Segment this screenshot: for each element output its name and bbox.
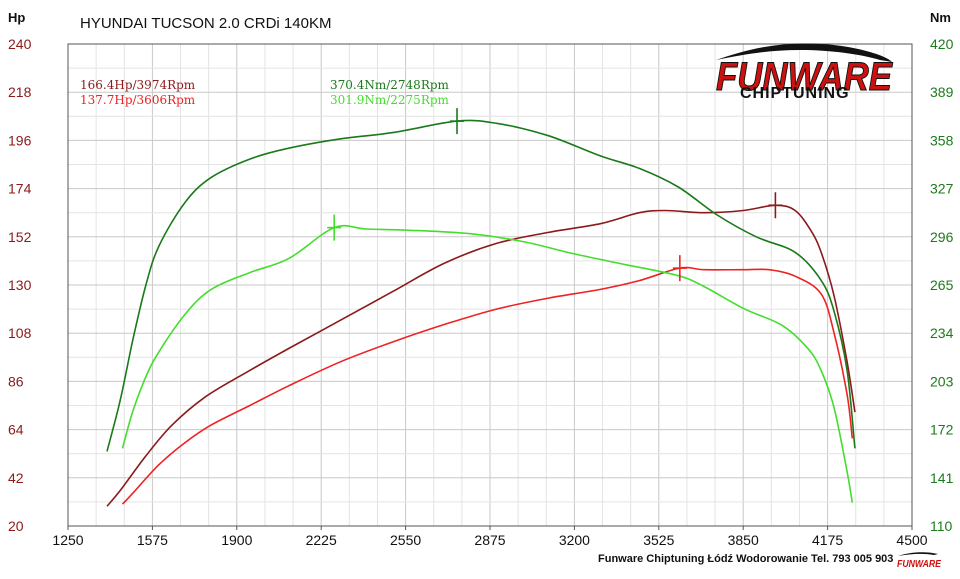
y-left-tick-label: 240: [8, 36, 32, 52]
y-right-tick-label: 234: [930, 325, 954, 341]
y-left-tick-label: 20: [8, 518, 24, 534]
footer-logo-text: FUNWARE: [897, 559, 941, 570]
power-tuned-line: [106, 204, 856, 507]
x-tick-label: 1900: [221, 532, 252, 548]
x-tick-label: 4500: [896, 532, 927, 548]
x-tick-label: 3525: [643, 532, 674, 548]
peak-label-torque-tuned: 370.4Nm/2748Rpm: [330, 78, 450, 92]
logo-wordmark: FUNWARE: [716, 55, 893, 99]
chart-title: HYUNDAI TUCSON 2.0 CRDi 140KM: [80, 15, 331, 32]
footer-logo: FUNWARE: [897, 552, 941, 570]
footer-contact: Funware Chiptuning Łódź Wodorowanie Tel.…: [598, 553, 893, 565]
x-tick-label: 1575: [137, 532, 168, 548]
right-axis-unit: Nm: [930, 10, 951, 25]
logo-subtitle: CHIPTUNING: [740, 85, 850, 102]
y-left-tick-label: 218: [8, 84, 32, 100]
y-left-tick-label: 42: [8, 470, 24, 486]
peak-label-power-tuned: 166.4Hp/3974Rpm: [80, 78, 196, 92]
axis-ticks: 20 42 64 86 108 130 152 174 196 218 240 110 141 172 20…: [8, 36, 954, 548]
series-lines: [106, 119, 856, 507]
y-left-tick-label: 152: [8, 229, 32, 245]
peak-label-power-stock: 137.7Hp/3606Rpm: [80, 93, 196, 107]
y-right-tick-label: 203: [930, 373, 954, 389]
grid: [67, 43, 913, 527]
funware-logo: FUNWARE CHIPTUNING: [716, 43, 894, 102]
y-right-tick-label: 172: [930, 422, 954, 438]
y-left-tick-label: 130: [8, 277, 32, 293]
x-tick-label: 4175: [812, 532, 843, 548]
y-right-tick-label: 327: [930, 181, 954, 197]
peak-label-torque-stock: 301.9Nm/2275Rpm: [330, 93, 450, 107]
y-right-tick-label: 110: [930, 518, 953, 534]
y-left-tick-label: 174: [8, 181, 32, 197]
y-left-tick-label: 108: [8, 325, 32, 341]
y-left-tick-label: 64: [8, 422, 24, 438]
peak-markers: [327, 108, 783, 282]
x-tick-label: 2875: [474, 532, 505, 548]
y-left-tick-label: 196: [8, 132, 32, 148]
y-right-tick-label: 296: [930, 229, 954, 245]
y-left-tick-label: 86: [8, 373, 24, 389]
x-tick-label: 2225: [306, 532, 337, 548]
y-right-tick-label: 420: [930, 36, 954, 52]
x-tick-label: 3200: [559, 532, 590, 548]
torque-stock-line: [121, 224, 854, 503]
y-right-tick-label: 265: [930, 277, 954, 293]
x-tick-label: 1250: [52, 532, 83, 548]
small-car-icon: [898, 552, 938, 556]
x-tick-label: 3850: [728, 532, 759, 548]
car-silhouette-icon: [716, 43, 892, 62]
x-tick-label: 2550: [390, 532, 421, 548]
y-right-tick-label: 358: [930, 132, 954, 148]
torque-tuned-line: [106, 119, 856, 452]
left-axis-unit: Hp: [8, 10, 25, 25]
y-right-tick-label: 389: [930, 84, 954, 100]
y-right-tick-label: 141: [930, 470, 954, 486]
power-stock-line: [121, 266, 854, 505]
